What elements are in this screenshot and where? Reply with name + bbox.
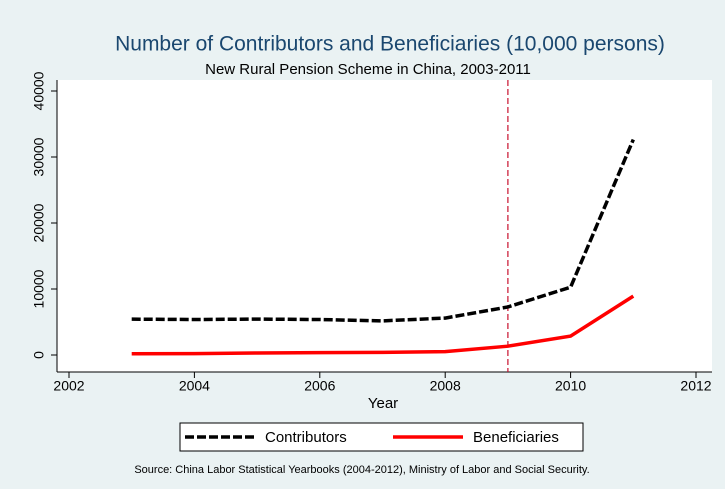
series-line — [131, 294, 635, 356]
series-line — [131, 138, 635, 323]
y-tick-label: 10000 — [31, 269, 47, 308]
x-tick-label: 2004 — [179, 378, 210, 394]
plot-area — [57, 80, 712, 372]
x-tick-label: 2008 — [430, 378, 461, 394]
x-tick-label: 2012 — [680, 378, 711, 394]
x-axis-label: Year — [368, 395, 398, 412]
legend-label: Contributors — [265, 429, 347, 446]
x-tick-label: 2006 — [304, 378, 335, 394]
y-tick-label: 40000 — [31, 71, 47, 110]
legend-label: Beneficiaries — [473, 429, 559, 446]
y-tick-label: 0 — [31, 351, 47, 359]
x-tick-label: 2010 — [555, 378, 586, 394]
chart-subtitle: New Rural Pension Scheme in China, 2003-… — [205, 61, 531, 78]
x-tick-label: 2002 — [53, 378, 84, 394]
y-tick-label: 20000 — [31, 203, 47, 242]
chart-title: Number of Contributors and Beneficiaries… — [115, 33, 665, 56]
source-note: Source: China Labor Statistical Yearbook… — [134, 464, 589, 476]
y-tick-label: 30000 — [31, 137, 47, 176]
